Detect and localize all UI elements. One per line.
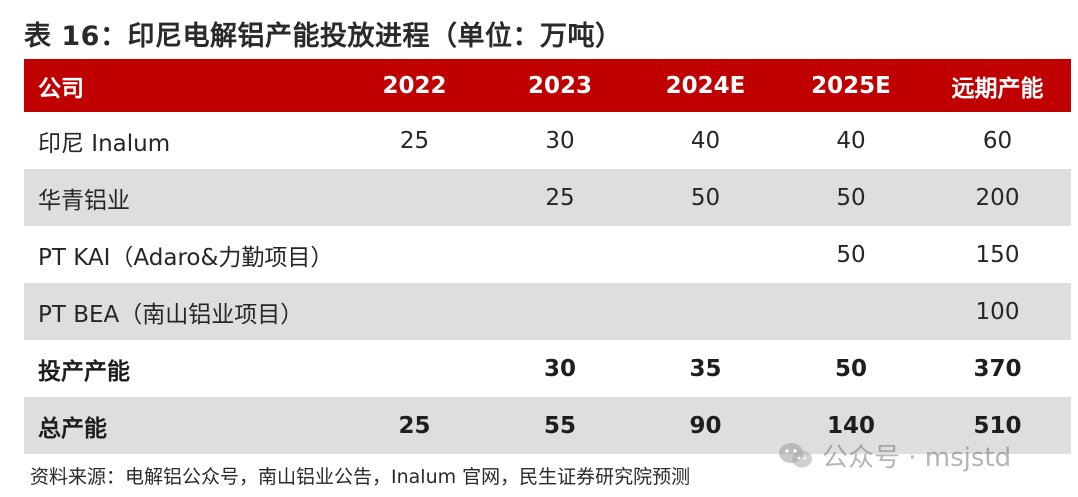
value-cell: 30 (545, 127, 575, 154)
header-2023: 2023 (527, 72, 592, 99)
table-header-row: 公司 2022 2023 2024E 2025E 远期产能 (24, 59, 1071, 112)
value-cell: 50 (836, 241, 866, 268)
header-2025e: 2025E (811, 72, 891, 99)
value-cell: 50 (690, 184, 721, 211)
table-title: 表 16：印尼电解铝产能投放进程（单位：万吨） (24, 21, 623, 52)
value-cell (342, 226, 487, 283)
value-cell: 90 (689, 412, 722, 439)
company-cell: PT KAI（Adaro&力勤项目） (38, 244, 334, 271)
value-cell (633, 226, 778, 283)
capacity-table: 公司 2022 2023 2024E 2025E 远期产能 印尼 Inalum … (24, 59, 1071, 454)
value-cell: 25 (398, 412, 431, 439)
value-cell: 50 (834, 355, 867, 382)
value-cell (342, 283, 487, 340)
company-cell: 总产能 (38, 415, 107, 442)
value-cell: 510 (973, 412, 1022, 439)
value-cell (487, 283, 633, 340)
value-cell: 55 (543, 412, 576, 439)
value-cell (342, 169, 487, 226)
company-cell: 华青铝业 (38, 187, 130, 214)
value-cell: 35 (689, 355, 722, 382)
value-cell: 25 (399, 127, 430, 154)
table-row: PT KAI（Adaro&力勤项目） 50 150 (24, 226, 1071, 283)
value-cell (633, 283, 778, 340)
value-cell: 150 (975, 241, 1020, 268)
table-row: PT BEA（南山铝业项目） 100 (24, 283, 1071, 340)
value-cell: 140 (826, 412, 875, 439)
company-cell: 印尼 Inalum (38, 130, 171, 157)
watermark-text: 公众号 · msjstd (822, 443, 1012, 473)
value-cell: 370 (973, 355, 1022, 382)
value-cell (342, 340, 487, 397)
value-cell: 200 (975, 184, 1020, 211)
value-cell: 60 (982, 127, 1013, 154)
company-cell: PT BEA（南山铝业项目） (38, 301, 304, 328)
header-company: 公司 (38, 75, 84, 102)
value-cell: 50 (836, 184, 866, 211)
value-cell: 100 (975, 298, 1020, 325)
header-long-term-capacity: 远期产能 (951, 75, 1044, 102)
wechat-icon (779, 442, 812, 467)
header-2022: 2022 (382, 72, 447, 99)
value-cell: 40 (836, 127, 866, 154)
company-cell: 投产产能 (38, 358, 130, 385)
table-row-total: 总产能 25 55 90 140 510 (24, 397, 1071, 454)
source-note: 资料来源：电解铝公众号，南山铝业公告，Inalum 官网，民生证券研究院预测 (30, 466, 691, 488)
header-2024e: 2024E (665, 72, 746, 99)
table-row: 华青铝业 25 50 50 200 (24, 169, 1071, 226)
value-cell: 25 (545, 184, 575, 211)
value-cell (778, 283, 924, 340)
value-cell: 30 (543, 355, 576, 382)
watermark: 公众号 · msjstd (778, 437, 1011, 474)
table-row: 印尼 Inalum 25 30 40 40 60 (24, 112, 1071, 169)
table-row-operational-total: 投产产能 30 35 50 370 (24, 340, 1071, 397)
value-cell (487, 226, 633, 283)
value-cell: 40 (690, 127, 721, 154)
